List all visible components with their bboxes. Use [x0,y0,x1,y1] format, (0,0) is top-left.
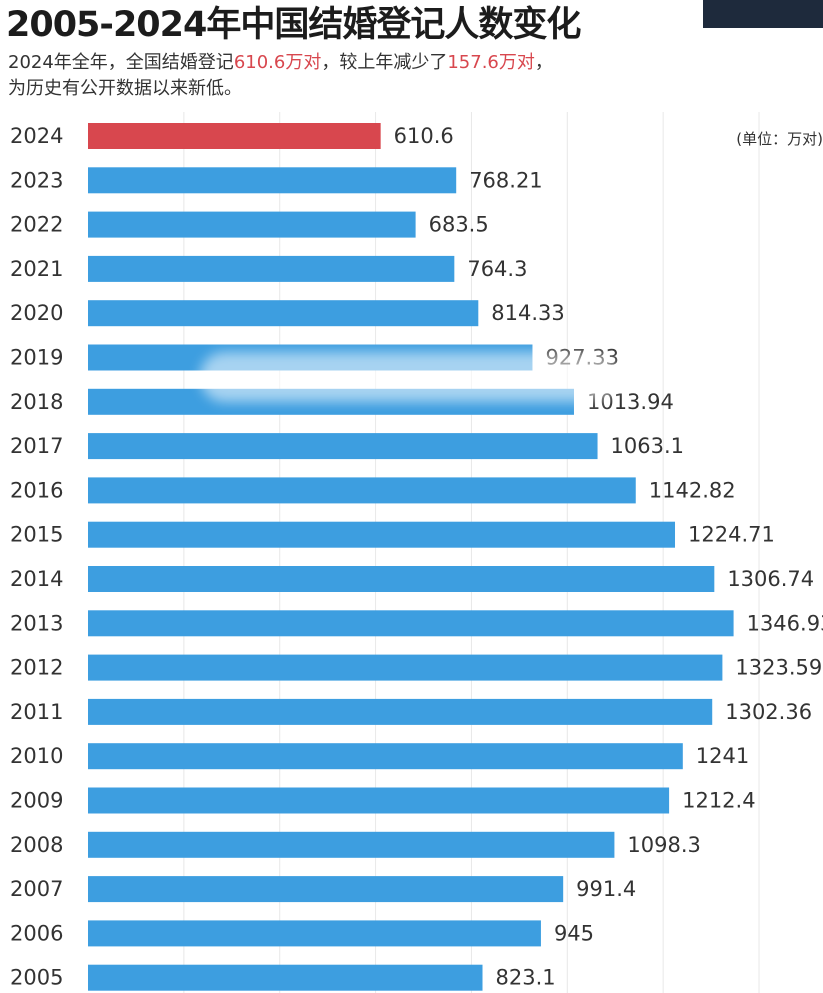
value-label: 1224.71 [688,523,775,547]
subtitle-text-a: 2024年全年，全国结婚登记 [8,52,234,73]
value-label: 1346.93 [747,611,823,635]
value-label: 1142.82 [649,478,736,502]
bar [88,300,479,327]
value-label: 1241 [696,744,749,768]
bar [88,566,715,592]
chart-subtitle: 2024年全年，全国结婚登记610.6万对，较上年减少了157.6万对， 为历史… [8,50,553,102]
bar [88,123,381,149]
bar [88,831,615,858]
value-label: 1302.36 [725,700,812,724]
value-label: 768.21 [469,168,542,192]
value-label: 683.5 [429,213,489,237]
value-label: 1323.59 [735,656,822,680]
value-label: 610.6 [394,124,454,148]
year-label: 2009 [10,789,63,813]
bar [88,433,598,460]
year-label: 2005 [10,966,63,990]
subtitle-line-2: 为历史有公开数据以来新低。 [8,78,242,99]
year-label: 2010 [10,744,63,768]
value-label: 1306.74 [727,567,814,591]
year-label: 2008 [10,833,63,857]
subtitle-text-b: ，较上年减少了 [321,52,448,73]
bar [88,521,676,548]
bar [88,477,636,504]
year-label: 2023 [10,168,63,192]
bar [88,964,483,991]
chart-title: 2005-2024年中国结婚登记人数变化 [6,5,581,45]
year-label: 2019 [10,346,63,370]
year-label: 2020 [10,301,63,325]
bar [88,743,683,770]
bar [88,920,541,947]
year-label: 2022 [10,213,63,237]
year-label: 2013 [10,611,63,635]
value-label: 764.3 [467,257,527,281]
year-label: 2016 [10,478,63,502]
bar [88,211,416,238]
bar [88,698,713,725]
bar [88,787,670,814]
year-label: 2021 [10,257,63,281]
year-label: 2015 [10,523,63,547]
year-label: 2007 [10,877,63,901]
bar [88,654,723,681]
subtitle-highlight-decrease: 157.6万对 [447,52,535,73]
year-label: 2024 [10,124,63,148]
subtitle-line-1: 2024年全年，全国结婚登记610.6万对，较上年减少了157.6万对， [8,50,553,76]
value-label: 1063.1 [611,434,684,458]
year-label: 2012 [10,656,63,680]
value-label: 1212.4 [682,789,755,813]
value-label: 945 [554,921,594,945]
bar [88,167,457,194]
subtitle-text-c: ， [534,52,553,73]
watermark-blur [200,352,620,402]
value-label: 814.33 [491,301,564,325]
value-label: 991.4 [576,877,636,901]
year-label: 2014 [10,567,63,591]
subtitle-highlight-total: 610.6万对 [233,52,322,73]
year-label: 2011 [10,700,63,724]
value-label: 1098.3 [627,833,700,857]
year-label: 2017 [10,434,63,458]
corner-overlay [703,0,823,28]
year-label: 2018 [10,390,63,414]
bar [88,876,564,903]
unit-label: (单位：万对) [736,130,823,148]
year-label: 2006 [10,921,63,945]
bar [88,610,734,637]
bar [88,255,455,282]
value-label: 823.1 [496,966,556,990]
